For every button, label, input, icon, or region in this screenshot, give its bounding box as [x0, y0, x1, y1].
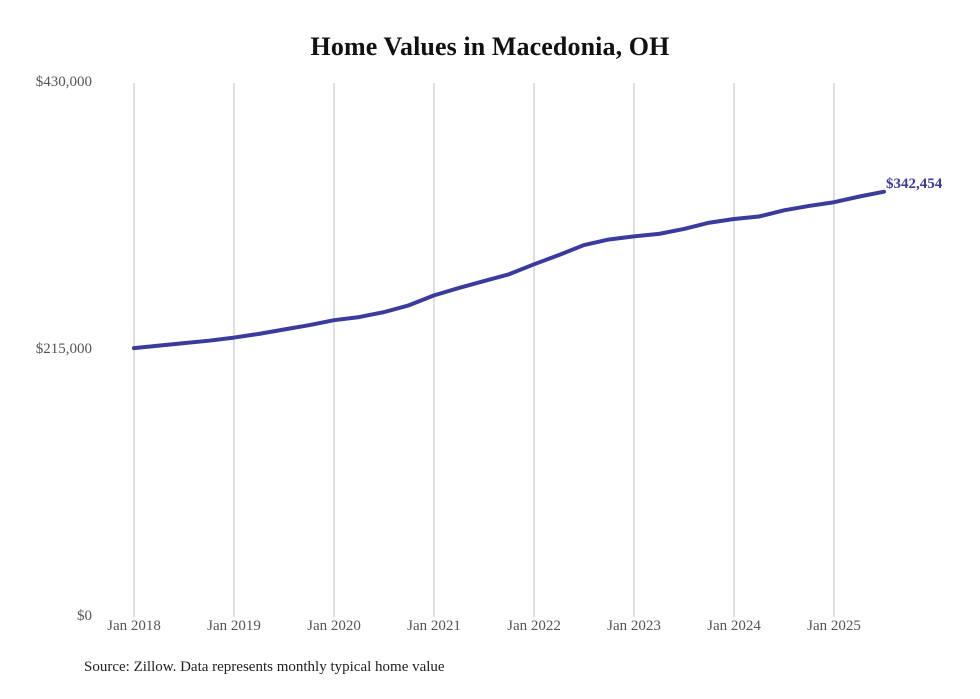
x-axis-tick-jan-2024: Jan 2024: [707, 618, 761, 634]
y-axis-tick-bottom: $0: [77, 608, 92, 624]
x-axis-tick-jan-2023: Jan 2023: [607, 618, 661, 634]
x-axis-tick-jan-2019: Jan 2019: [207, 618, 261, 634]
x-axis-tick-jan-2021: Jan 2021: [407, 618, 461, 634]
x-axis-tick-jan-2022: Jan 2022: [507, 618, 561, 634]
x-axis-tick-jan-2020: Jan 2020: [307, 618, 361, 634]
chart-title: Home Values in Macedonia, OH: [310, 32, 670, 61]
series-line-typical-home-value: [132, 189, 886, 351]
y-axis-tick-middle: $215,000: [35, 341, 92, 357]
x-axis-tick-jan-2025: Jan 2025: [807, 618, 861, 634]
series-end-value-label: $342,454: [886, 176, 943, 192]
vertical-gridlines: [133, 83, 835, 617]
x-axis-tick-jan-2018: Jan 2018: [107, 618, 161, 634]
y-axis-tick-top: $430,000: [35, 74, 92, 90]
source-note: Source: Zillow. Data represents monthly …: [84, 659, 445, 675]
